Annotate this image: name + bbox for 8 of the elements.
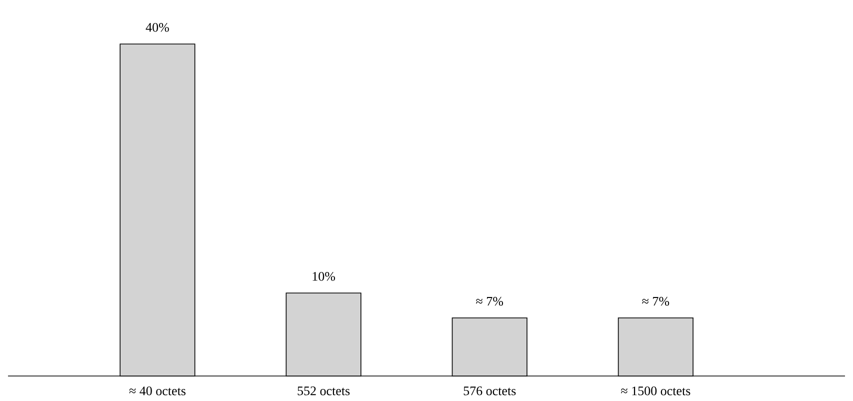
x-tick-label: 576 octets [464, 386, 516, 396]
data-label: ≈ 7% [642, 296, 670, 306]
x-tick-label: 552 octets [298, 386, 350, 396]
data-label: ≈ 7% [476, 296, 504, 306]
x-tick-label: ≈ 40 octets [129, 386, 186, 396]
data-label: 10% [312, 272, 336, 281]
data-label: 40% [146, 22, 169, 32]
x-tick-label: ≈ 1500 octets [621, 386, 690, 396]
